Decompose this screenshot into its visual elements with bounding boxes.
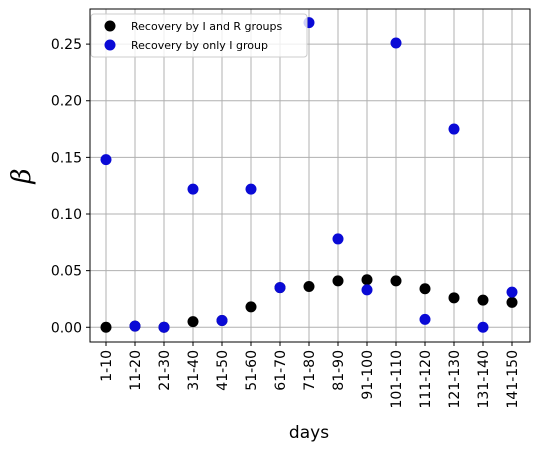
- point-i-and-r: [245, 301, 257, 313]
- point-i-and-r: [361, 274, 373, 286]
- point-i-and-r: [419, 283, 431, 295]
- x-tick-label: 21-30: [157, 350, 173, 391]
- point-i-and-r: [332, 275, 344, 287]
- legend-label-only-i: Recovery by only I group: [131, 39, 268, 52]
- y-tick-label: 0.20: [51, 94, 82, 110]
- point-only-i: [245, 183, 257, 195]
- x-tick-label: 91-100: [360, 350, 376, 400]
- y-tick-label: 0.25: [51, 37, 82, 53]
- point-i-and-r: [187, 316, 199, 328]
- x-tick-label: 131-140: [476, 350, 492, 409]
- point-only-i: [158, 321, 170, 333]
- point-only-i: [129, 320, 141, 332]
- point-i-and-r: [303, 281, 315, 292]
- point-i-and-r: [448, 292, 460, 304]
- x-tick-label: 1-10: [99, 350, 115, 382]
- x-tick-label: 11-20: [128, 350, 144, 391]
- y-tick-label: 0.05: [51, 264, 82, 280]
- point-i-and-r: [477, 294, 489, 306]
- x-tick-label: 61-70: [273, 350, 289, 391]
- point-i-and-r: [390, 275, 402, 287]
- plot-frame: [89, 8, 531, 343]
- x-tick-label: 111-120: [418, 350, 434, 409]
- grid-lines: [90, 9, 530, 342]
- axis-ticks: [86, 43, 513, 346]
- data-points: [100, 17, 518, 333]
- point-only-i: [448, 123, 460, 135]
- y-tick-label: 0.10: [51, 207, 82, 223]
- x-tick-label: 121-130: [447, 350, 463, 409]
- point-only-i: [506, 286, 518, 298]
- legend-box: [90, 13, 308, 58]
- legend: Recovery by I and R groups Recovery by o…: [90, 13, 308, 58]
- point-i-and-r: [506, 296, 518, 308]
- point-only-i: [361, 284, 373, 296]
- x-tick-label: 41-50: [215, 350, 231, 391]
- x-tick-label: 81-90: [331, 350, 347, 391]
- point-i-and-r: [100, 321, 112, 333]
- x-tick-label: 51-60: [244, 350, 260, 391]
- point-only-i: [187, 183, 199, 195]
- x-tick-labels: 1-10 11-20 21-30 31-40 41-50 51-60 61-70 71-80 8…: [99, 350, 521, 409]
- x-tick-label: 71-80: [302, 350, 318, 391]
- legend-marker-i-and-r: [104, 20, 116, 32]
- point-only-i: [332, 233, 344, 245]
- legend-label-i-and-r: Recovery by I and R groups: [131, 20, 283, 33]
- x-tick-label: 141-150: [505, 350, 521, 409]
- y-tick-label: 0.15: [51, 150, 82, 166]
- point-only-i: [100, 154, 112, 166]
- x-tick-label: 31-40: [186, 350, 202, 391]
- x-tick-label: 101-110: [389, 350, 405, 409]
- point-only-i: [216, 314, 228, 326]
- point-only-i: [390, 37, 402, 49]
- legend-marker-only-i: [104, 39, 116, 51]
- point-only-i: [477, 321, 489, 333]
- y-tick-label: 0.00: [51, 320, 82, 336]
- point-only-i: [274, 282, 286, 294]
- x-axis-label: days: [289, 423, 329, 443]
- y-axis-label: β: [7, 168, 37, 184]
- y-tick-labels: 0.00 0.05 0.10 0.15 0.20 0.25: [51, 37, 82, 336]
- point-only-i: [419, 313, 431, 325]
